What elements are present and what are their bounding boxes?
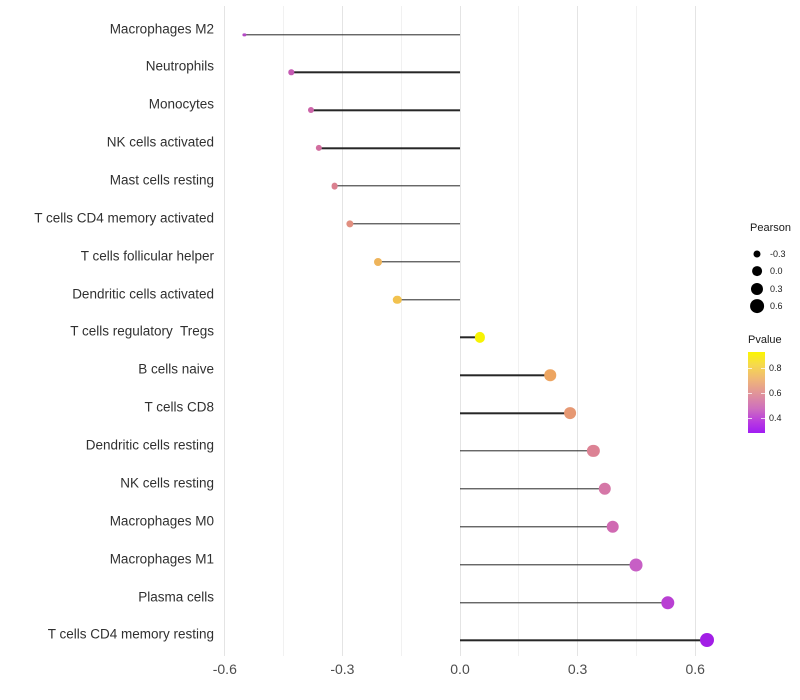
legend-pearson-title: Pearson [750,222,791,234]
legend-size-dot [753,250,761,258]
legend-size-dot [752,266,762,277]
stem-line [460,488,606,490]
y-axis-label: T cells CD8 [144,399,214,415]
stem-line [318,147,460,149]
data-point [563,407,576,420]
x-axis-tick-label: 0.3 [567,661,588,677]
data-point [315,144,323,152]
y-axis-label: Macrophages M2 [109,21,214,36]
data-point [288,69,295,76]
y-axis-label: Dendritic cells resting [85,437,214,453]
y-axis-label: Macrophages M1 [109,551,214,567]
y-axis-label: T cells regulatory Tregs [70,323,214,339]
stem-line [350,223,460,225]
y-axis-label: T cells CD4 memory activated [34,210,214,226]
stem-line [397,298,460,301]
data-point [331,182,338,190]
plot-panel [0,6,800,656]
stem-line [460,336,480,339]
data-point [242,32,246,37]
y-axis-label: B cells naive [138,361,214,377]
legend-pvalue-tick-label: 0.6 [769,388,782,398]
data-point [598,482,612,496]
stem-line [334,185,460,187]
y-axis-label: NK cells resting [120,475,214,491]
x-axis-tick-label: -0.3 [330,661,355,677]
y-axis-label: Plasma cells [138,589,214,605]
gradient-tick-mark [748,368,752,369]
data-point [606,520,620,534]
stem-line [244,33,460,36]
stem-line [311,109,460,111]
data-point [661,595,675,610]
gridline-minor [635,6,637,656]
y-axis-label: NK cells activated [106,134,214,150]
stem-line [460,526,613,528]
data-point [699,633,714,648]
y-axis-label: Neutrophils [145,58,214,74]
x-axis-tick-label: 0.6 [685,661,705,677]
data-point [373,257,382,266]
gridline-minor [518,6,520,656]
y-axis-label: Mast cells resting [109,172,214,188]
gridline-major [341,6,343,656]
data-point [629,558,643,572]
y-axis-label: Dendritic cells activated [72,286,214,302]
gridline-minor [283,6,285,656]
legend-size-label: 0.3 [770,283,783,294]
y-axis-label: T cells follicular helper [80,248,214,264]
gradient-tick-mark [761,418,765,419]
pvalue-gradient-bar [748,352,765,433]
stem-line [460,412,570,414]
y-axis-label: Macrophages M0 [109,513,214,529]
x-axis-tick-label: -0.6 [212,661,237,677]
gridline-major [224,6,226,656]
stem-line [460,563,637,566]
legend-pvalue-tick-label: 0.4 [769,413,782,423]
data-point [307,107,315,114]
gridline-major [694,6,696,656]
y-axis-label: Monocytes [148,96,214,112]
legend-size-label: 0.6 [770,300,783,311]
legend-pvalue-tick-label: 0.8 [769,363,782,373]
x-axis-tick-label: 0.0 [450,661,470,677]
legend-pvalue-title: Pvalue [748,334,782,346]
legend-size-dot [750,298,764,313]
stem-line [291,71,460,74]
stem-line [460,450,594,452]
gridline-major [577,6,579,656]
legend-size-label: -0.3 [770,249,786,259]
stem-line [377,261,460,263]
gradient-tick-mark [761,368,765,369]
stem-line [460,639,707,642]
gradient-tick-mark [748,393,752,394]
legend-size-dot [751,282,763,295]
gridline-major [459,6,461,656]
data-point [474,332,485,343]
stem-line [460,374,551,377]
gradient-tick-mark [761,393,765,394]
gridline-minor [400,6,402,656]
y-axis-label: T cells CD4 memory resting [47,626,214,642]
data-point [393,295,402,304]
data-point [587,444,600,458]
data-point [346,220,354,228]
gradient-tick-mark [748,418,752,419]
stem-line [460,601,668,604]
data-point [544,369,556,382]
legend-size-label: 0.0 [770,266,783,277]
